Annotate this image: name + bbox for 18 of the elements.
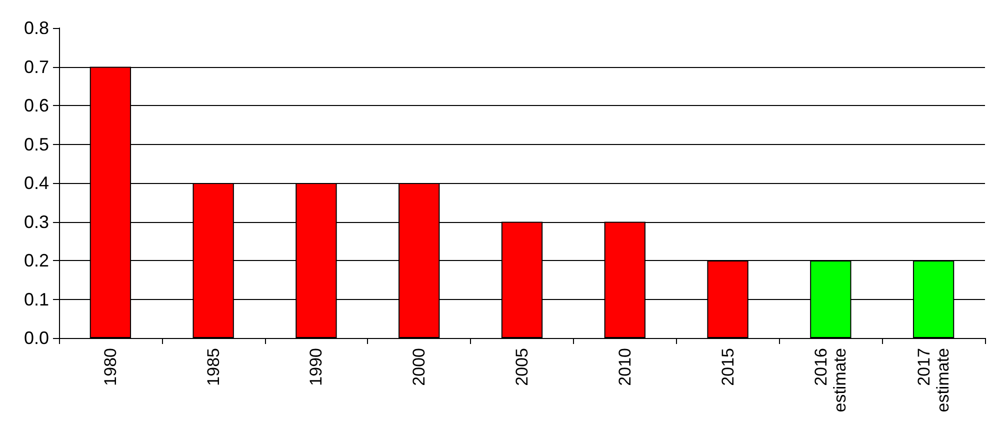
y-tick-label: 0.4 [24, 173, 49, 193]
x-tick-label: 1990 [306, 348, 326, 386]
y-tick-label: 0.1 [24, 289, 49, 310]
x-tick-label: 1985 [204, 348, 223, 386]
x-tick-label: 2015 [718, 348, 738, 386]
y-tick-label: 0.8 [24, 18, 49, 38]
y-tick-label: 0.0 [24, 328, 49, 348]
y-tick-label: 0.5 [24, 134, 49, 154]
x-tick-label: 2016 estimate [812, 348, 850, 412]
x-tick-label: 2005 [512, 348, 532, 386]
x-tick-label: 2017 estimate [914, 348, 953, 412]
y-tick-label: 0.7 [24, 56, 49, 77]
x-tick-label: 2010 [615, 348, 634, 386]
y-tick-label: 0.2 [24, 250, 49, 270]
y-tick-label: 0.3 [24, 212, 49, 232]
x-tick-label: 1980 [100, 348, 120, 386]
y-tick-label: 0.6 [24, 96, 49, 116]
x-tick-label: 2000 [410, 348, 429, 386]
